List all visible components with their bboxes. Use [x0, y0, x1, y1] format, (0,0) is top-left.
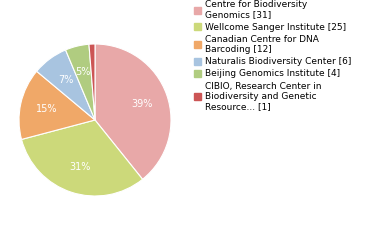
Text: 31%: 31%: [69, 162, 90, 172]
Wedge shape: [66, 44, 95, 120]
Wedge shape: [37, 50, 95, 120]
Text: 39%: 39%: [131, 99, 152, 109]
Legend: Centre for Biodiversity
Genomics [31], Wellcome Sanger Institute [25], Canadian : Centre for Biodiversity Genomics [31], W…: [194, 0, 351, 111]
Wedge shape: [19, 71, 95, 139]
Wedge shape: [95, 44, 171, 179]
Text: 5%: 5%: [76, 67, 91, 77]
Wedge shape: [22, 120, 142, 196]
Text: 7%: 7%: [58, 75, 73, 85]
Text: 15%: 15%: [36, 104, 57, 114]
Wedge shape: [89, 44, 95, 120]
